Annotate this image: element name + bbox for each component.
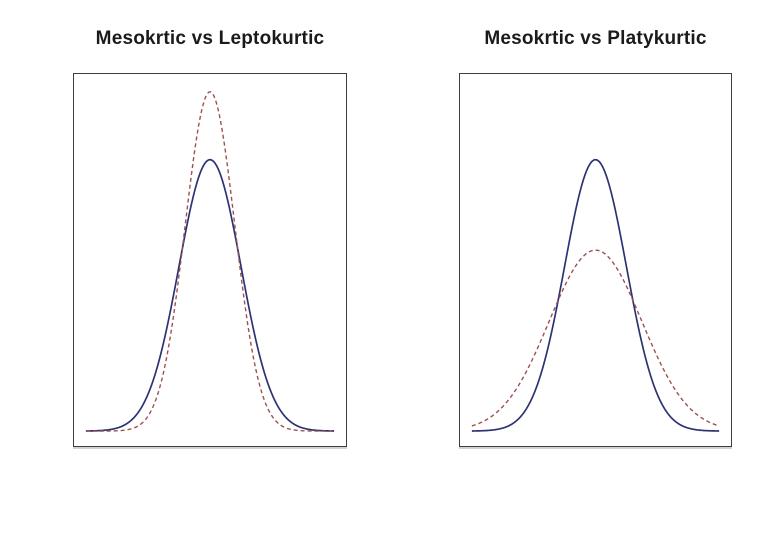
panel-mesokurtic-vs-platykurtic: Mesokrtic vs Platykurtic bbox=[459, 0, 732, 447]
panel-mesokurtic-vs-leptokurtic: Mesokrtic vs Leptokurtic bbox=[73, 0, 347, 447]
density-plot-platykurtic bbox=[471, 158, 720, 432]
chart-title-leptokurtic: Mesokrtic vs Leptokurtic bbox=[95, 28, 325, 49]
plot-frame-platykurtic bbox=[459, 73, 732, 447]
mesokurtic-curve bbox=[85, 158, 335, 432]
plot-frame-leptokurtic bbox=[73, 73, 347, 447]
platykurtic-curve bbox=[471, 249, 720, 427]
mesokurtic-curve bbox=[471, 158, 720, 432]
density-plot-leptokurtic bbox=[85, 91, 335, 432]
leptokurtic-curve bbox=[85, 91, 335, 432]
chart-title-platykurtic: Mesokrtic vs Platykurtic bbox=[484, 28, 707, 49]
